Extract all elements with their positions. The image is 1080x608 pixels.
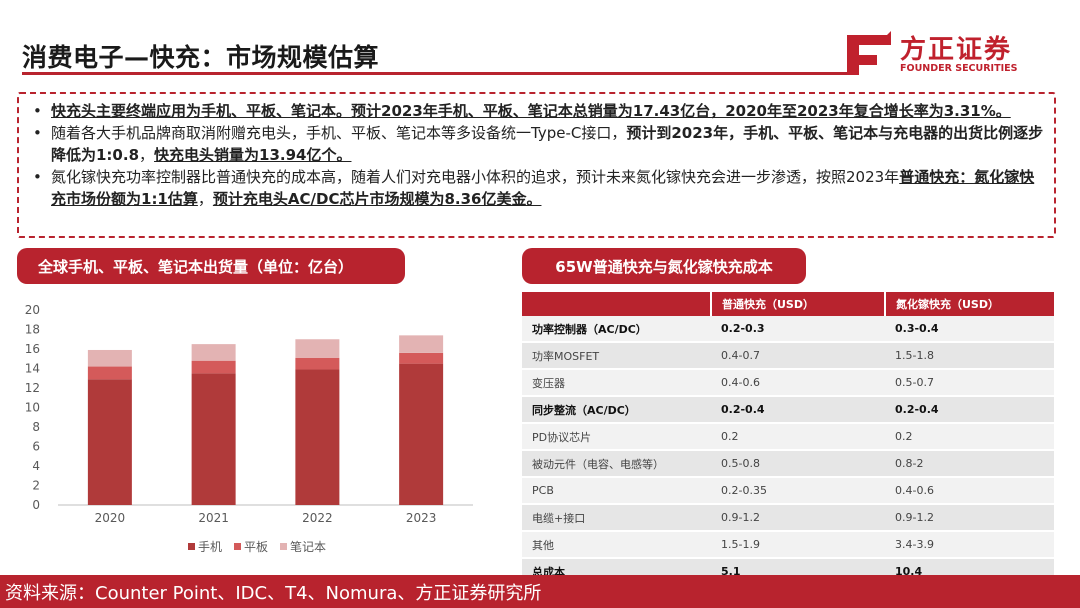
y-tick-label: 8	[32, 420, 40, 434]
bar-segment-手机	[87, 379, 132, 505]
cost-table-column-header: 普通快充（USD）	[711, 292, 886, 316]
page-title: 消费电子—快充：市场规模估算	[22, 43, 380, 72]
bar-segment-手机	[191, 373, 236, 505]
x-tick-label: 2020	[95, 511, 126, 525]
cost-table-row: PD协议芯片 0.2 0.2	[522, 423, 1054, 451]
legend-label: 平板	[244, 540, 268, 554]
cost-table-cell: 0.4-0.6	[885, 477, 1054, 505]
cost-table-cell: 0.2-0.35	[711, 477, 885, 505]
cost-table-cell: 0.2-0.4	[885, 396, 1054, 424]
cost-table-cell: 0.5-0.7	[885, 369, 1054, 397]
bar-segment-笔记本	[399, 335, 444, 353]
bar-segment-手机	[295, 369, 340, 505]
cost-table-cell: 0.4-0.6	[711, 369, 885, 397]
legend-swatch	[234, 543, 241, 550]
summary-text-segment: 快充电头销量为13.94亿个。	[154, 146, 352, 164]
cost-table-cell: 电缆+接口	[522, 504, 711, 532]
founder-logo-icon	[847, 31, 891, 75]
source-footer: 资料来源：Counter Point、IDC、T4、Nomura、方正证券研究所	[0, 575, 1080, 608]
bar-segment-平板	[191, 360, 236, 374]
y-tick-label: 14	[25, 362, 40, 376]
bar-segment-手机	[399, 363, 444, 505]
cost-table-cell: 0.3-0.4	[885, 316, 1054, 343]
y-tick-label: 10	[25, 401, 40, 415]
summary-text-segment: 普通快充：氮化镓快充市场份额为1:1估算	[51, 168, 1035, 208]
cost-table-cell: 功率MOSFET	[522, 342, 711, 370]
y-tick-label: 6	[32, 440, 40, 454]
cost-table-cell: 被动元件（电容、电感等）	[522, 450, 711, 478]
y-tick-label: 2	[32, 479, 40, 493]
x-tick-label: 2023	[406, 511, 437, 525]
summary-text-segment: ，	[139, 146, 155, 164]
bar-segment-笔记本	[87, 349, 132, 367]
cost-table-header-row: 普通快充（USD） 氮化镓快充（USD）	[522, 292, 1054, 316]
bar-segment-平板	[399, 352, 444, 364]
x-tick-label: 2021	[198, 511, 229, 525]
legend-swatch	[188, 543, 195, 550]
y-tick-label: 0	[32, 498, 40, 512]
y-tick-label: 20	[25, 303, 40, 317]
summary-text-segment: 预计充电头AC/DC芯片市场规模为8.36亿美金。	[212, 190, 542, 208]
cost-table-row: PCB 0.2-0.35 0.4-0.6	[522, 477, 1054, 505]
bar-segment-平板	[87, 366, 132, 380]
cost-table-row: 被动元件（电容、电感等） 0.5-0.8 0.8-2	[522, 450, 1054, 478]
cost-table-cell: 0.2	[885, 423, 1054, 451]
cost-table-cell: PCB	[522, 477, 711, 505]
cost-table-cell: 0.2-0.4	[711, 396, 885, 424]
legend-label: 手机	[198, 540, 222, 554]
y-tick-label: 4	[32, 459, 40, 473]
cost-table-cell: 其他	[522, 531, 711, 559]
cost-table-row: 同步整流（AC/DC） 0.2-0.4 0.2-0.4	[522, 396, 1054, 424]
summary-text-segment: 随着各大手机品牌商取消附赠充电头，手机、平板、笔记本等多设备统一Type-C接口…	[51, 124, 627, 142]
y-tick-label: 18	[25, 323, 40, 337]
summary-bullet: 氮化镓快充功率控制器比普通快充的成本高，随着人们对充电器小体积的追求，预计未来氮…	[31, 166, 1044, 210]
y-tick-label: 12	[25, 381, 40, 395]
bar-segment-笔记本	[191, 344, 236, 361]
cost-table-cell: 0.8-2	[885, 450, 1054, 478]
title-divider	[22, 72, 848, 75]
cost-table-cell: 0.5-0.8	[711, 450, 885, 478]
cost-table-cell: 功率控制器（AC/DC）	[522, 316, 711, 343]
cost-table-row: 其他 1.5-1.9 3.4-3.9	[522, 531, 1054, 559]
cost-table-cell: 0.2	[711, 423, 885, 451]
cost-table-cell: 1.5-1.9	[711, 531, 885, 559]
summary-bullet: 快充头主要终端应用为手机、平板、笔记本。预计2023年手机、平板、笔记本总销量为…	[31, 100, 1044, 122]
cost-table-cell: PD协议芯片	[522, 423, 711, 451]
cost-table-cell: 0.9-1.2	[711, 504, 885, 532]
summary-text-segment: 氮化镓快充功率控制器比普通快充的成本高，随着人们对充电器小体积的追求，预计未来氮…	[51, 168, 900, 186]
logo-english-name: FOUNDER SECURITIES	[900, 63, 1018, 74]
cost-table-column-header: 氮化镓快充（USD）	[885, 292, 1054, 316]
bar-segment-笔记本	[295, 339, 340, 358]
cost-table-cell: 3.4-3.9	[885, 531, 1054, 559]
cost-table-header: 65W普通快充与氮化镓快充成本	[522, 248, 806, 284]
summary-text-segment: 预计到2023年，手机、平板、笔记本与充电器的出货比例逐步降低为1:0.8	[51, 124, 1044, 164]
cost-table-cell: 同步整流（AC/DC）	[522, 396, 711, 424]
cost-table-cell: 0.4-0.7	[711, 342, 885, 370]
x-tick-label: 2022	[302, 511, 333, 525]
summary-list: 快充头主要终端应用为手机、平板、笔记本。预计2023年手机、平板、笔记本总销量为…	[31, 100, 1044, 210]
cost-table-cell: 0.2-0.3	[711, 316, 885, 343]
cost-table-cell: 变压器	[522, 369, 711, 397]
cost-table: 普通快充（USD） 氮化镓快充（USD） 功率控制器（AC/DC） 0.2-0.3 0…	[522, 292, 1054, 586]
cost-table-row: 功率控制器（AC/DC） 0.2-0.3 0.3-0.4	[522, 316, 1054, 343]
legend-swatch	[280, 543, 287, 550]
cost-table-row: 变压器 0.4-0.6 0.5-0.7	[522, 369, 1054, 397]
cost-table-cell: 0.9-1.2	[885, 504, 1054, 532]
summary-text-segment: ，	[197, 190, 213, 208]
summary-text-segment: 快充头主要终端应用为手机、平板、笔记本。预计2023年手机、平板、笔记本总销量为…	[51, 102, 1011, 120]
cost-table-row: 电缆+接口 0.9-1.2 0.9-1.2	[522, 504, 1054, 532]
cost-table-row: 功率MOSFET 0.4-0.7 1.5-1.8	[522, 342, 1054, 370]
cost-table-column-header	[522, 292, 712, 316]
summary-bullet: 随着各大手机品牌商取消附赠充电头，手机、平板、笔记本等多设备统一Type-C接口…	[31, 122, 1044, 166]
cost-table-cell: 1.5-1.8	[885, 342, 1054, 370]
founder-logo: 方正证券 FOUNDER SECURITIES	[847, 27, 1047, 77]
y-tick-label: 16	[25, 342, 40, 356]
cost-table-body: 功率控制器（AC/DC） 0.2-0.3 0.3-0.4 功率MOSFET 0.4-0.…	[522, 316, 1054, 586]
legend-label: 笔记本	[290, 539, 326, 554]
bar-segment-平板	[295, 357, 340, 370]
summary-box: 快充头主要终端应用为手机、平板、笔记本。预计2023年手机、平板、笔记本总销量为…	[17, 92, 1056, 238]
logo-chinese-name: 方正证券	[900, 35, 1013, 65]
shipment-chart-header: 全球手机、平板、笔记本出货量（单位：亿台）	[17, 248, 405, 284]
